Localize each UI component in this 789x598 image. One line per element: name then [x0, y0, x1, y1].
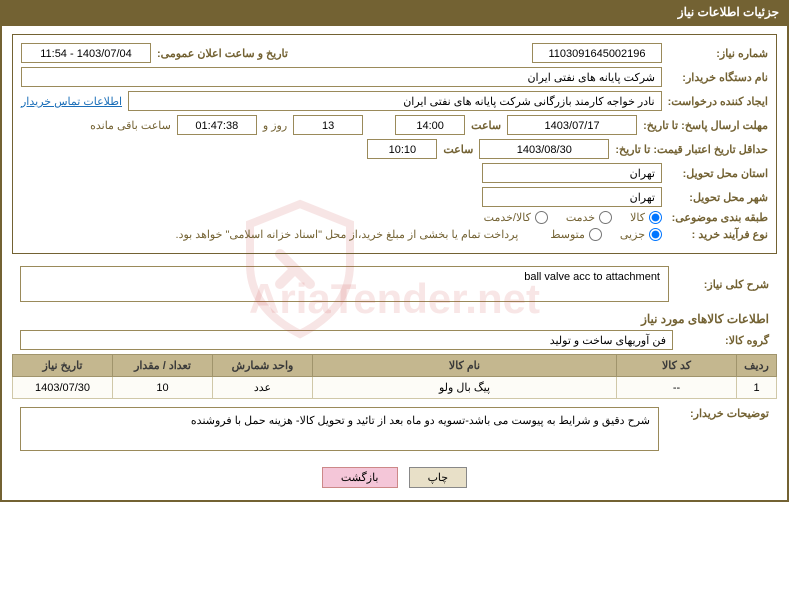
page-title: جزئیات اطلاعات نیاز [678, 5, 779, 19]
label-general-desc: شرح کلی نیاز: [679, 278, 769, 291]
label-city: شهر محل تحویل: [668, 191, 768, 204]
row-validity: حداقل تاریخ اعتبار قیمت: تا تاریخ: 1403/… [21, 139, 768, 159]
field-announce-dt: 1403/07/04 - 11:54 [21, 43, 151, 63]
label-remaining: ساعت باقی مانده [90, 119, 171, 132]
radio-minor-input[interactable] [649, 228, 662, 241]
td-qty: 10 [113, 377, 213, 399]
row-need-no: شماره نیاز: 1103091645002196 تاریخ و ساع… [21, 43, 768, 63]
label-subject-class: طبقه بندی موضوعی: [668, 211, 768, 224]
label-requester: ایجاد کننده درخواست: [668, 95, 768, 108]
label-buyer-org: نام دستگاه خریدار: [668, 71, 768, 84]
radio-medium[interactable]: متوسط [550, 228, 602, 241]
radio-goods[interactable]: کالا [630, 211, 662, 224]
th-name: نام کالا [313, 355, 617, 377]
td-code: -- [617, 377, 737, 399]
goods-info-title: اطلاعات کالاهای مورد نیاز [12, 312, 777, 326]
th-code: کد کالا [617, 355, 737, 377]
field-deadline-date: 1403/07/17 [507, 115, 637, 135]
field-buyer-org: شرکت پایانه های نفتی ایران [21, 67, 662, 87]
field-deadline-time: 14:00 [395, 115, 465, 135]
page-title-bar: جزئیات اطلاعات نیاز [0, 0, 789, 24]
th-qty: تعداد / مقدار [113, 355, 213, 377]
label-buyer-notes: توضیحات خریدار: [669, 407, 769, 420]
radio-both-input[interactable] [535, 211, 548, 224]
buyer-contact-link[interactable]: اطلاعات تماس خریدار [21, 95, 122, 108]
radio-service[interactable]: خدمت [566, 211, 612, 224]
radio-minor-label: جزیی [620, 228, 645, 241]
label-goods-group: گروه کالا: [679, 334, 769, 347]
table-header-row: ردیف کد کالا نام کالا واحد شمارش تعداد /… [13, 355, 777, 377]
th-unit: واحد شمارش [213, 355, 313, 377]
payment-note: پرداخت تمام یا بخشی از مبلغ خرید،از محل … [176, 228, 519, 241]
field-city: تهران [482, 187, 662, 207]
radio-medium-label: متوسط [550, 228, 585, 241]
field-remaining-days: 13 [293, 115, 363, 135]
field-validity-date: 1403/08/30 [479, 139, 609, 159]
field-remaining-time: 01:47:38 [177, 115, 257, 135]
radio-minor[interactable]: جزیی [620, 228, 662, 241]
field-requester: نادر خواجه کارمند بازرگانی شرکت پایانه ه… [128, 91, 662, 111]
back-button[interactable]: بازگشت [322, 467, 398, 488]
details-box: شماره نیاز: 1103091645002196 تاریخ و ساع… [12, 34, 777, 254]
radio-goods-label: کالا [630, 211, 645, 224]
row-requester: ایجاد کننده درخواست: نادر خواجه کارمند ب… [21, 91, 768, 111]
subject-radio-group: کالا خدمت کالا/خدمت [484, 211, 662, 224]
field-need-no: 1103091645002196 [532, 43, 662, 63]
goods-table: ردیف کد کالا نام کالا واحد شمارش تعداد /… [12, 354, 777, 399]
td-date: 1403/07/30 [13, 377, 113, 399]
button-row: چاپ بازگشت [12, 459, 777, 492]
field-validity-time: 10:10 [367, 139, 437, 159]
radio-both-label: کالا/خدمت [484, 211, 531, 224]
field-province: تهران [482, 163, 662, 183]
buyer-notes-box: شرح دقیق و شرایط به پیوست می باشد-تسویه … [20, 407, 659, 451]
label-need-no: شماره نیاز: [668, 47, 768, 60]
purchase-radio-group: جزیی متوسط [550, 228, 662, 241]
print-button[interactable]: چاپ [409, 467, 468, 488]
row-goods-group: گروه کالا: فن آوریهای ساخت و تولید [12, 330, 777, 350]
label-days-and: روز و [263, 119, 287, 132]
general-desc-row: شرح کلی نیاز: ball valve acc to attachme… [12, 262, 777, 306]
radio-service-label: خدمت [566, 211, 595, 224]
radio-medium-input[interactable] [589, 228, 602, 241]
td-unit: عدد [213, 377, 313, 399]
row-province: استان محل تحویل: تهران [21, 163, 768, 183]
row-deadline: مهلت ارسال پاسخ: تا تاریخ: 1403/07/17 سا… [21, 115, 768, 135]
radio-service-input[interactable] [599, 211, 612, 224]
row-buyer-org: نام دستگاه خریدار: شرکت پایانه های نفتی … [21, 67, 768, 87]
row-purchase-type: نوع فرآیند خرید : جزیی متوسط پرداخت تمام… [21, 228, 768, 241]
radio-goods-input[interactable] [649, 211, 662, 224]
td-name: پیگ بال ولو [313, 377, 617, 399]
label-validity: حداقل تاریخ اعتبار قیمت: تا تاریخ: [615, 143, 768, 156]
row-city: شهر محل تحویل: تهران [21, 187, 768, 207]
table-row: 1 -- پیگ بال ولو عدد 10 1403/07/30 [13, 377, 777, 399]
main-panel: شماره نیاز: 1103091645002196 تاریخ و ساع… [0, 24, 789, 502]
th-row: ردیف [737, 355, 777, 377]
th-date: تاریخ نیاز [13, 355, 113, 377]
label-announce-dt: تاریخ و ساعت اعلان عمومی: [157, 47, 288, 60]
td-row: 1 [737, 377, 777, 399]
label-time1: ساعت [471, 119, 501, 132]
row-subject-class: طبقه بندی موضوعی: کالا خدمت کالا/خدمت [21, 211, 768, 224]
radio-both[interactable]: کالا/خدمت [484, 211, 548, 224]
buyer-notes-row: توضیحات خریدار: شرح دقیق و شرایط به پیوس… [12, 399, 777, 459]
label-purchase-type: نوع فرآیند خرید : [668, 228, 768, 241]
label-time2: ساعت [443, 143, 473, 156]
label-deadline: مهلت ارسال پاسخ: تا تاریخ: [643, 119, 768, 132]
label-province: استان محل تحویل: [668, 167, 768, 180]
